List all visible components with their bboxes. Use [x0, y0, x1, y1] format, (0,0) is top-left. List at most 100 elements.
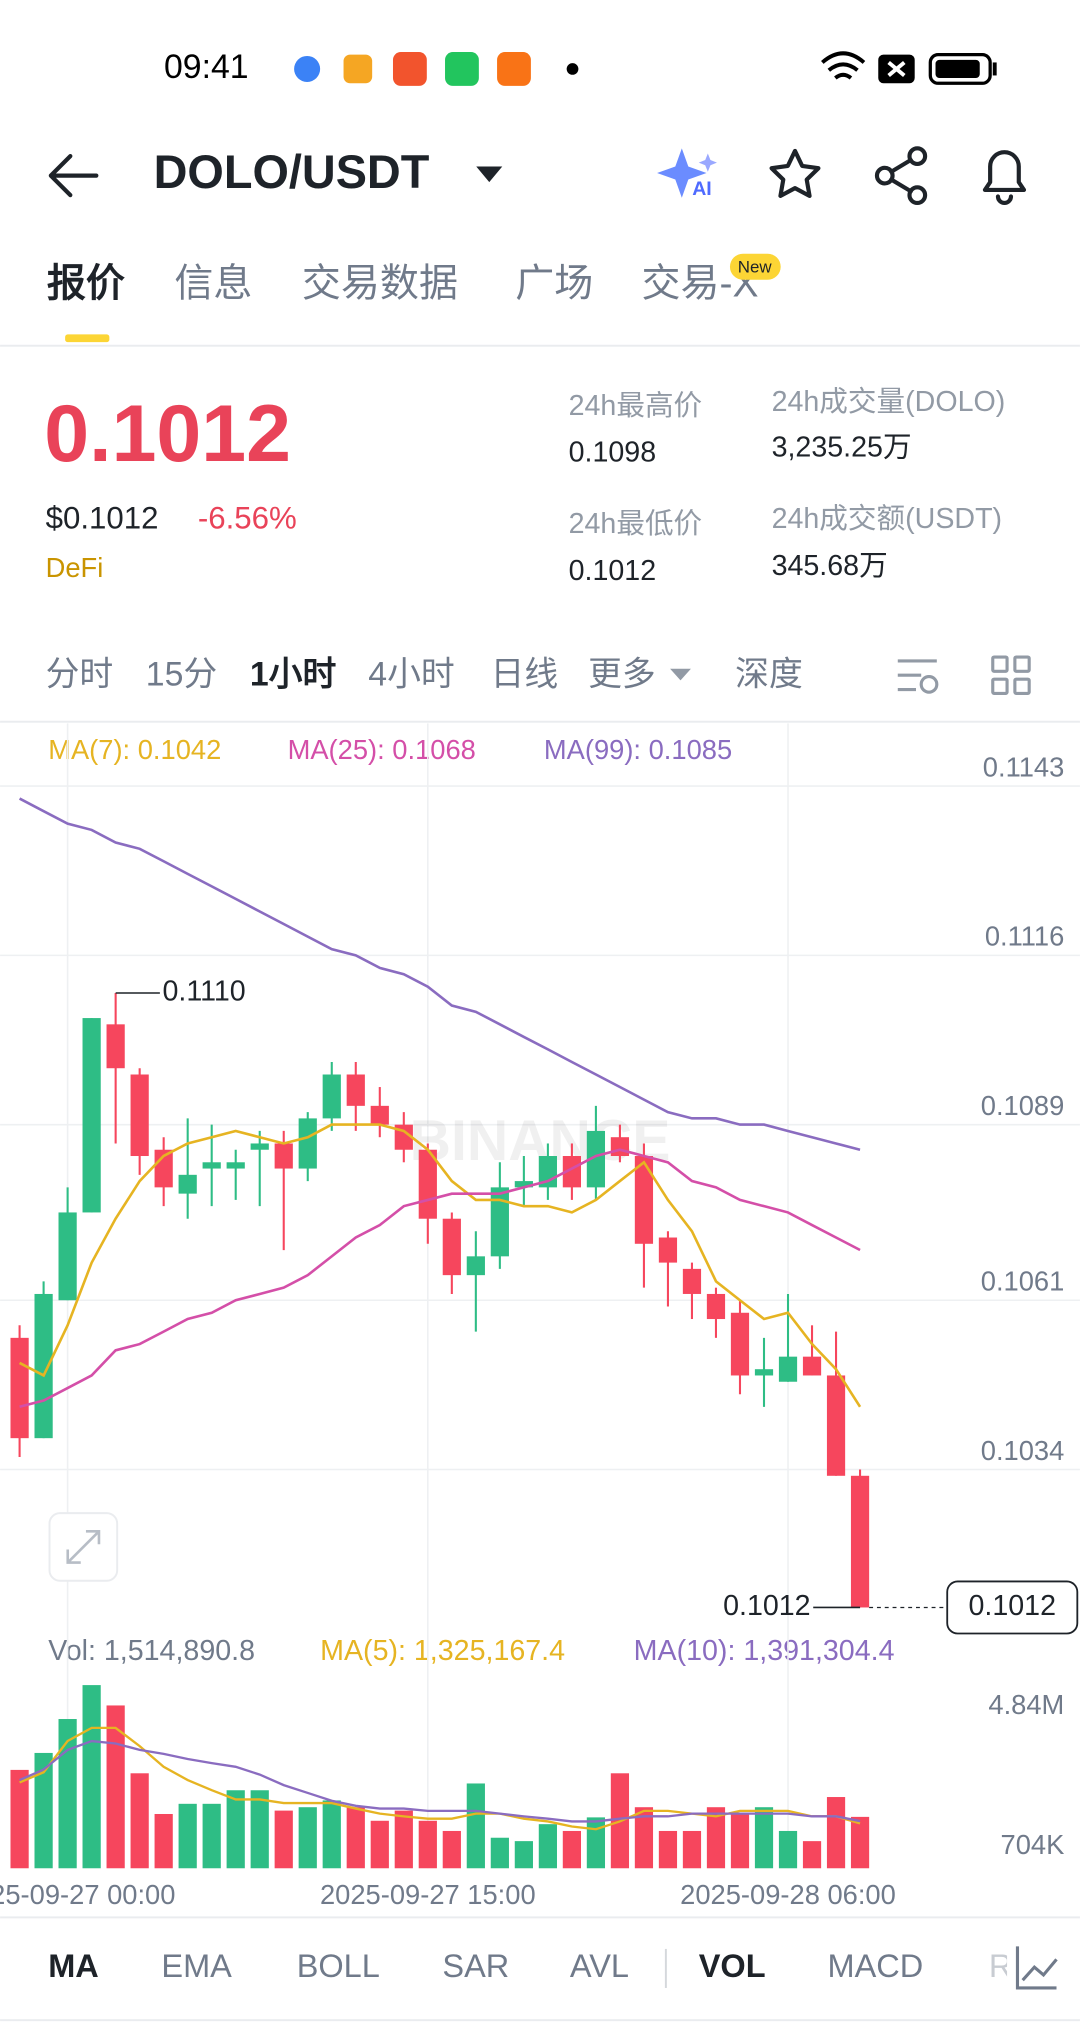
- volume-bar: [826, 1797, 846, 1869]
- volume-bar: [202, 1803, 221, 1869]
- volume-bar: [754, 1807, 774, 1869]
- volume-legend: Vol: 1,514,890.8: [48, 1635, 255, 1667]
- sector-tag[interactable]: DeFi: [46, 552, 104, 583]
- volume-bar: [394, 1810, 413, 1869]
- fullscreen-button[interactable]: [48, 1512, 119, 1582]
- candle-body: [634, 1156, 654, 1244]
- ma-line: [19, 1148, 861, 1409]
- timeframe[interactable]: 4小时: [368, 655, 454, 693]
- candle-body: [658, 1237, 678, 1263]
- stat-value: 0.1098: [569, 437, 657, 469]
- tab[interactable]: 信息: [174, 263, 252, 306]
- share-button[interactable]: [874, 146, 928, 206]
- stat-label: 24h最高价: [569, 390, 703, 422]
- tab-badge: New: [738, 257, 773, 276]
- stat-label: 24h成交量(DOLO): [772, 386, 1006, 418]
- volume-bar: [730, 1813, 750, 1869]
- candle-body: [826, 1375, 846, 1476]
- volume-bar: [346, 1807, 365, 1869]
- volume-tick-label: 4.84M: [988, 1689, 1064, 1720]
- volume-bar: [706, 1807, 726, 1869]
- pair-title[interactable]: DOLO/USDT: [154, 146, 430, 198]
- x-tick-label: 2025-09-27 00:00: [0, 1879, 175, 1910]
- candle-body: [226, 1162, 245, 1169]
- candle-body: [562, 1156, 582, 1188]
- high-marker-label: 0.1110: [162, 976, 245, 1008]
- last-price: 0.1012: [44, 389, 291, 479]
- tab[interactable]: 广场: [515, 263, 593, 306]
- pair-dropdown[interactable]: [476, 166, 503, 183]
- indicator[interactable]: EMA: [161, 1948, 232, 1984]
- timeframe[interactable]: 1小时: [250, 655, 337, 693]
- volume-bar: [658, 1830, 678, 1869]
- candle-body: [850, 1475, 870, 1608]
- chart-settings-button[interactable]: [897, 659, 939, 694]
- indicator-settings-button[interactable]: [1007, 1938, 1080, 1999]
- volume-bar: [418, 1820, 437, 1869]
- indicator[interactable]: AVL: [570, 1948, 629, 1984]
- indicator-divider: [664, 1948, 667, 1988]
- volume-tick-label: 704K: [1001, 1829, 1065, 1860]
- tab[interactable]: 交易数据: [302, 263, 458, 306]
- timeframe[interactable]: 日线: [491, 655, 559, 693]
- alert-button[interactable]: [982, 150, 1027, 206]
- candle-body: [466, 1256, 485, 1276]
- ai-button[interactable]: AI: [657, 148, 717, 200]
- candle-body: [346, 1074, 365, 1106]
- volume-bar: [58, 1719, 77, 1869]
- volume-bar: [82, 1685, 101, 1869]
- svg-text:AI: AI: [692, 178, 712, 200]
- y-tick-label: 0.1061: [981, 1266, 1065, 1297]
- candle-body: [778, 1356, 798, 1382]
- tab-indicator: [65, 334, 110, 343]
- stat-value: 3,235.25万: [772, 431, 912, 463]
- volume-bar: [370, 1820, 389, 1869]
- indicator[interactable]: MACD: [828, 1948, 924, 1984]
- divider: [0, 344, 1080, 347]
- timeframe[interactable]: 分时: [46, 655, 114, 693]
- timeframe[interactable]: 15分: [146, 655, 217, 693]
- volume-bar: [490, 1837, 509, 1869]
- candle-body: [202, 1162, 221, 1169]
- volume-bar: [466, 1783, 485, 1869]
- candle-body: [586, 1130, 606, 1188]
- indicator[interactable]: MA: [48, 1948, 99, 1984]
- indicator[interactable]: VOL: [699, 1948, 766, 1984]
- volume-ma-line: [19, 1739, 861, 1823]
- status-time: 09:41: [164, 48, 249, 86]
- layout-button[interactable]: [991, 655, 1031, 696]
- candle-body: [610, 1137, 630, 1157]
- ma-legend: MA(99): 0.1085: [544, 734, 732, 765]
- divider: [0, 720, 1080, 723]
- y-tick-label: 0.1089: [981, 1090, 1065, 1121]
- volume-bar: [634, 1807, 654, 1869]
- favorite-button[interactable]: [769, 148, 821, 199]
- volume-bar: [178, 1803, 197, 1869]
- timeframe[interactable]: 深度: [735, 655, 803, 693]
- candle-body: [514, 1181, 533, 1188]
- volume-bar: [682, 1830, 702, 1869]
- volume-bar: [322, 1800, 341, 1869]
- more-dropdown[interactable]: [670, 668, 691, 681]
- volume-bar: [274, 1810, 293, 1869]
- back-button[interactable]: [48, 154, 99, 198]
- indicator[interactable]: BOLL: [297, 1948, 380, 1984]
- volume-bar: [130, 1773, 149, 1869]
- volume-bar: [106, 1705, 125, 1869]
- candle-body: [10, 1337, 29, 1439]
- divider: [0, 2019, 1080, 2022]
- volume-bar: [226, 1790, 245, 1869]
- stat-value: 0.1012: [569, 555, 657, 587]
- indicator[interactable]: SAR: [442, 1948, 509, 1984]
- volume-bar: [802, 1841, 822, 1869]
- volume-bar: [34, 1752, 53, 1869]
- candle-body: [178, 1174, 197, 1194]
- tab-badge-bg: [729, 253, 781, 280]
- candle-body: [274, 1143, 293, 1169]
- volume-bar: [586, 1817, 606, 1869]
- y-tick-label: 0.1116: [985, 921, 1064, 952]
- indicator[interactable]: R: [989, 1948, 1012, 1984]
- timeframe[interactable]: 更多: [588, 655, 656, 693]
- tab[interactable]: 报价: [47, 263, 125, 306]
